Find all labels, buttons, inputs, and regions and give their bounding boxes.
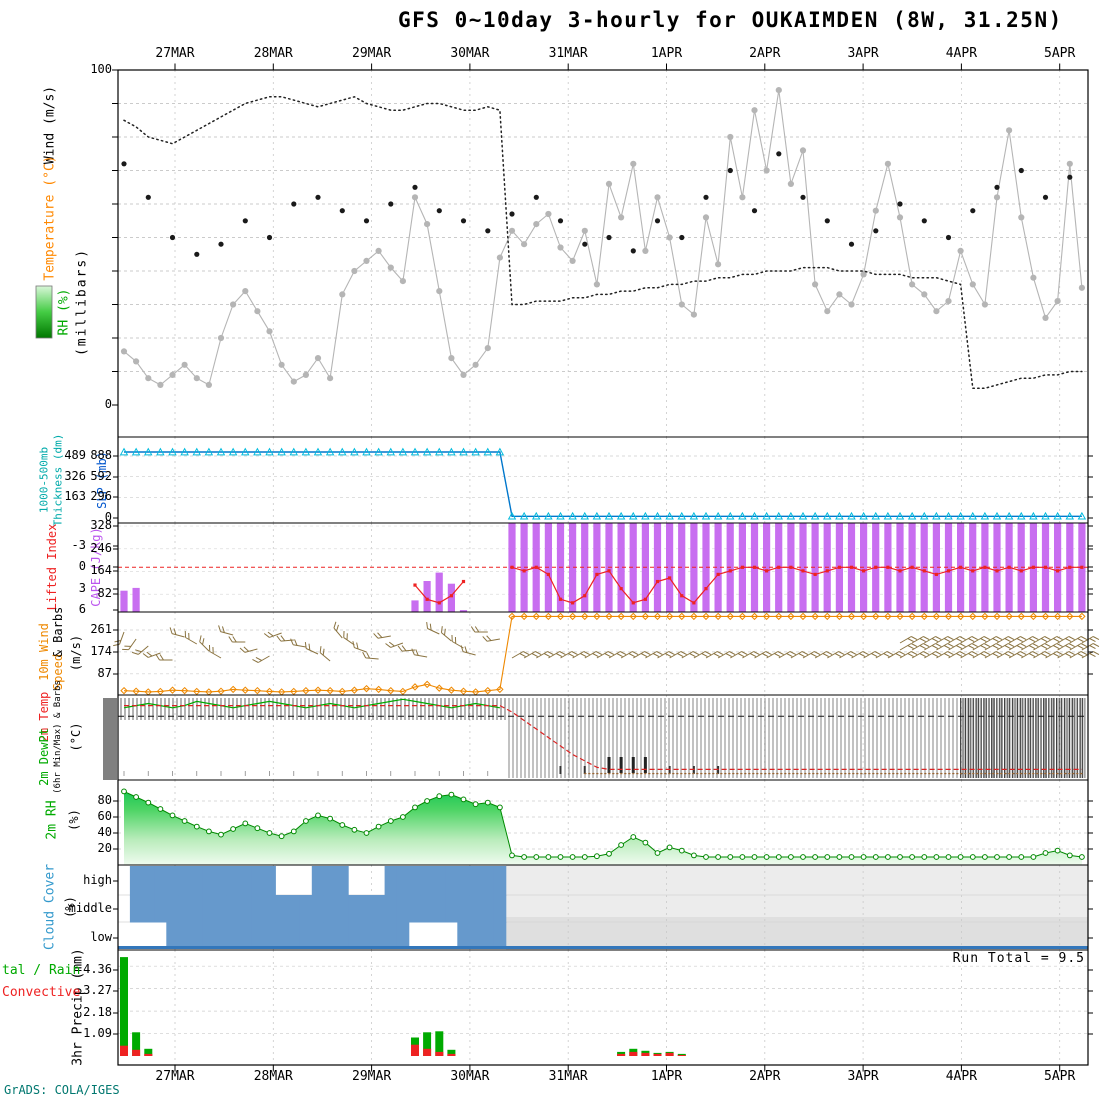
panel-t2m-dewpt: [118, 698, 1088, 778]
panel-precip3hr: [120, 957, 686, 1056]
panel-cloud-cover: [118, 866, 1088, 949]
panel-slp-thickness: [119, 447, 1087, 520]
panel-rh2m: [121, 788, 1085, 865]
panel-overview: [35, 87, 1085, 390]
panel-cape-lifted-index: [118, 523, 1088, 612]
grads-footer: GrADS: COLA/IGES: [4, 1083, 120, 1097]
t2m-axis-tick-strip: [103, 698, 117, 780]
wind-barbs: [113, 621, 1100, 663]
panel-borders: [112, 63, 1093, 1072]
run-total-label: Run Total = 9.5: [952, 951, 1085, 966]
chart-title: GFS 0~10day 3-hourly for OUKAIMDEN (8W, …: [398, 8, 1063, 32]
panel-wind10m: [120, 612, 1086, 696]
